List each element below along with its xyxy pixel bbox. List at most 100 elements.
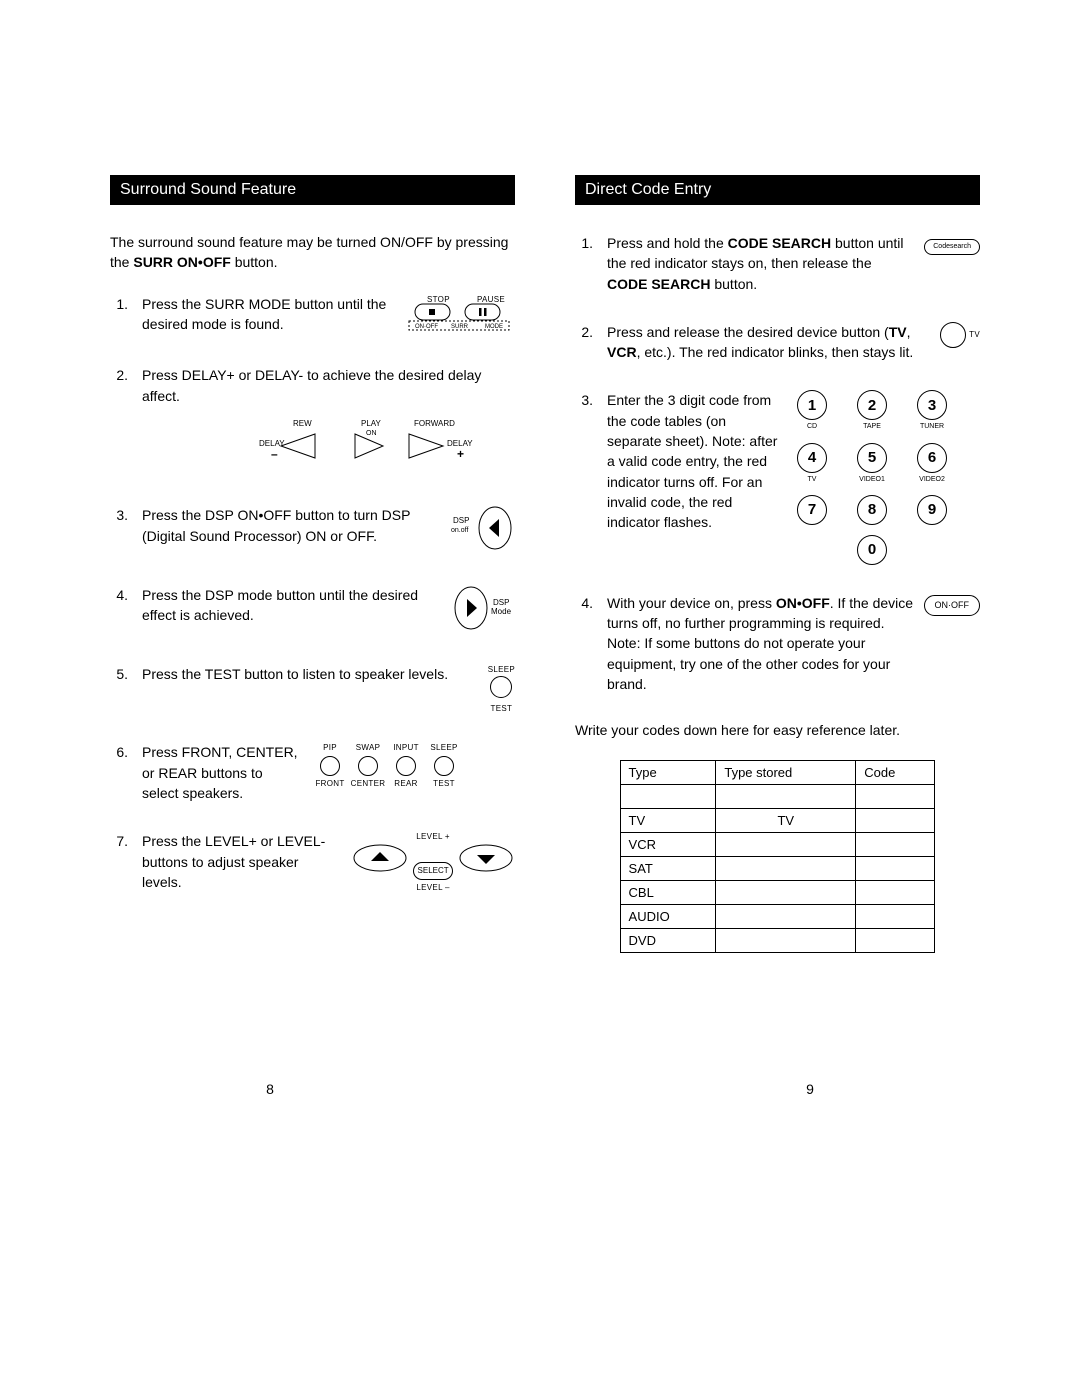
keypad-key-7: 7 <box>792 495 832 525</box>
minus-label: – <box>271 447 278 461</box>
fig-stop-pause: STOP PAUSE ON·OFF SURR MODE <box>405 294 515 337</box>
right-page: Direct Code Entry 1. Press and hold the … <box>575 175 980 953</box>
fig-onoff: ON·OFF <box>924 593 981 616</box>
play-label: PLAY <box>361 419 382 428</box>
step-4-text: Press the DSP mode button until the desi… <box>142 585 441 626</box>
forward-label: FORWARD <box>414 419 455 428</box>
fig-dsp-onoff: DSP on.off <box>451 505 515 556</box>
keypad-sublabel: VIDEO2 <box>912 475 952 485</box>
table-row: DVD <box>620 929 935 953</box>
digit-button-icon: 4 <box>797 443 827 473</box>
fig-test: SLEEP TEST <box>488 664 515 714</box>
r1-text: Press and hold the CODE SEARCH button un… <box>607 233 914 294</box>
digit-button-icon: 2 <box>857 390 887 420</box>
table-row: TVTV <box>620 809 935 833</box>
fig-tv-button: TV <box>940 322 980 348</box>
lbl-input: INPUT <box>388 742 424 754</box>
onoff-label: ON·OFF <box>415 324 438 330</box>
page-num-right: 9 <box>806 1081 814 1097</box>
step-3: 3. Press the DSP ON•OFF button to turn D… <box>110 505 515 556</box>
fig-delay: REW PLAY ON FORWARD DELAY – DELAY + <box>142 416 515 477</box>
step-number: 1. <box>110 294 128 337</box>
keypad-key-0: 0 <box>852 535 892 565</box>
fig-dsp-mode: DSP Mode <box>451 585 515 636</box>
level-up-label: LEVEL + <box>351 831 515 843</box>
mode-label: Mode <box>491 607 512 616</box>
onoff-button-icon: ON·OFF <box>924 595 981 616</box>
keypad-key-5: 5VIDEO1 <box>852 443 892 485</box>
keypad-key-9: 9 <box>912 495 952 525</box>
lbl-sleep: SLEEP <box>426 742 462 754</box>
rew-label: REW <box>293 419 312 428</box>
codesearch-button-icon: Codesearch <box>924 239 980 255</box>
stop-label: STOP <box>427 295 450 304</box>
left-steps: 1. Press the SURR MODE button until the … <box>110 294 515 893</box>
right-steps: 1. Press and hold the CODE SEARCH button… <box>575 233 980 694</box>
left-intro: The surround sound feature may be turned… <box>110 233 515 272</box>
step-number: 4. <box>575 593 593 694</box>
digit-button-icon: 1 <box>797 390 827 420</box>
page-spread: Surround Sound Feature The surround soun… <box>110 175 980 953</box>
step-7: 7. Press the LEVEL+ or LEVEL- buttons to… <box>110 831 515 893</box>
speaker-btn-icon <box>434 756 454 776</box>
right-section-header: Direct Code Entry <box>575 175 980 205</box>
r-step-1: 1. Press and hold the CODE SEARCH button… <box>575 233 980 294</box>
r3-text: Enter the 3 digit code from the code tab… <box>607 390 782 532</box>
digit-button-icon: 6 <box>917 443 947 473</box>
dsp-onoff-label: on.off <box>451 527 468 534</box>
select-button-icon: SELECT <box>413 862 453 880</box>
digit-button-icon: 3 <box>917 390 947 420</box>
step-number: 5. <box>110 664 128 714</box>
keypad-key-6: 6 VIDEO2 <box>912 443 952 485</box>
fig-select-speakers: PIP SWAP INPUT SLEEP FRONT CENTER RE <box>312 742 462 789</box>
step-2-text: Press DELAY+ or DELAY- to achieve the de… <box>142 365 515 406</box>
step-3-text: Press the DSP ON•OFF button to turn DSP … <box>142 505 441 546</box>
sleep-top-label: SLEEP <box>488 664 515 676</box>
intro-text-c: button. <box>231 254 278 270</box>
keypad-sublabel: TAPE <box>852 422 892 432</box>
digit-button-icon: 8 <box>857 495 887 525</box>
fig-codesearch: Codesearch <box>924 233 980 255</box>
test-button-icon <box>490 676 512 698</box>
pause-label: PAUSE <box>477 295 505 304</box>
fig-keypad: 1CD2TAPE3TUNER4TV5VIDEO16VIDEO27890 <box>792 390 952 564</box>
r-step-2: 2. Press and release the desired device … <box>575 322 980 363</box>
r-step-4: 4. With your device on, press ON•OFF. If… <box>575 593 980 694</box>
step-6: 6. Press FRONT, CENTER, or REAR buttons … <box>110 742 515 803</box>
on-label: ON <box>366 430 377 437</box>
table-row: VCR <box>620 833 935 857</box>
step-2: 2. Press DELAY+ or DELAY- to achieve the… <box>110 365 515 477</box>
r4-text: With your device on, press ON•OFF. If th… <box>607 593 914 694</box>
step-number: 6. <box>110 742 128 803</box>
keypad-key-3: 3 TUNER <box>912 390 952 432</box>
step-number: 2. <box>575 322 593 363</box>
left-section-header: Surround Sound Feature <box>110 175 515 205</box>
step-4: 4. Press the DSP mode button until the d… <box>110 585 515 636</box>
digit-button-icon: 5 <box>857 443 887 473</box>
step-number: 7. <box>110 831 128 893</box>
fig-level: LEVEL + SELECT LEVEL – <box>351 831 515 893</box>
table-row <box>620 785 935 809</box>
mode-label: MODE <box>485 324 503 330</box>
left-page: Surround Sound Feature The surround soun… <box>110 175 515 953</box>
th-code: Code <box>856 761 935 785</box>
lbl-rear: REAR <box>388 778 424 790</box>
step-5-text: Press the TEST button to listen to speak… <box>142 664 478 684</box>
lbl-center: CENTER <box>350 778 386 790</box>
table-row: SAT <box>620 857 935 881</box>
dsp-label: DSP <box>453 516 469 525</box>
test-bottom-label: TEST <box>488 703 515 715</box>
page-numbers: 8 9 <box>0 1081 1080 1097</box>
speaker-btn-icon <box>320 756 340 776</box>
keypad-key-2: 2 TAPE <box>852 390 892 432</box>
lbl-pip: PIP <box>312 742 348 754</box>
keypad-sublabel: TUNER <box>912 422 952 432</box>
r2-text: Press and release the desired device but… <box>607 322 930 363</box>
page-num-left: 8 <box>266 1081 274 1097</box>
level-dn-label: LEVEL – <box>351 882 515 894</box>
speaker-btn-icon <box>358 756 378 776</box>
keypad-key-1: 1CD <box>792 390 832 432</box>
dsp-label: DSP <box>493 598 509 607</box>
digit-button-icon: 0 <box>857 535 887 565</box>
digit-button-icon: 9 <box>917 495 947 525</box>
